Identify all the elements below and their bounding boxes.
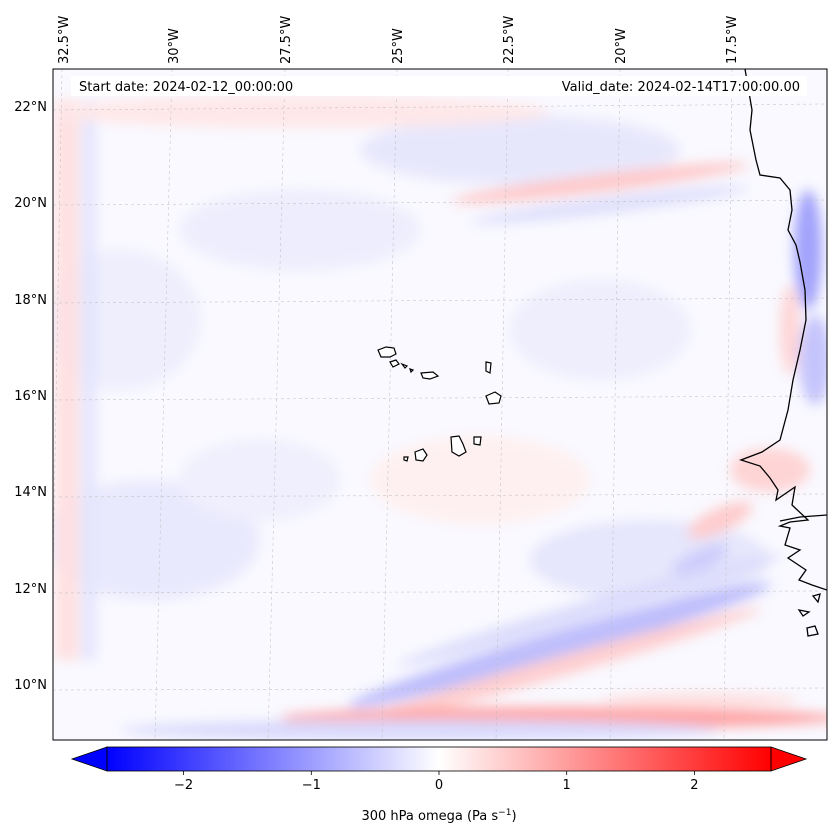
- lon-label: 17.5°W: [725, 16, 740, 64]
- colorbar-tick-label: 2: [690, 778, 698, 793]
- lon-label: 22.5°W: [502, 16, 517, 64]
- lon-label: 27.5°W: [279, 16, 294, 64]
- graticule: [53, 69, 827, 740]
- colorbar-label: 300 hPa omega (Pa s−1): [361, 808, 516, 824]
- longitude-labels: 32.5°W 30°W 27.5°W 25°W 22.5°W 20°W 17.5…: [57, 16, 740, 64]
- colorbar-tick-label: −2: [174, 778, 193, 793]
- latitude-labels: 22°N 20°N 18°N 16°N 14°N 12°N 10°N: [14, 100, 47, 693]
- lon-label: 25°W: [391, 28, 406, 64]
- colorbar-max-extend-arrow: [770, 746, 808, 772]
- colorbar-ticks: −2 −1 0 1 2: [174, 771, 699, 793]
- lat-label: 18°N: [14, 293, 47, 308]
- lon-label: 32.5°W: [57, 16, 72, 64]
- cape-verde-islands: [377, 346, 502, 462]
- lat-label: 16°N: [14, 389, 47, 404]
- map-frame: [52, 68, 828, 741]
- lat-label: 14°N: [14, 485, 47, 500]
- colorbar-body: [107, 747, 771, 771]
- colorbar-tick-label: 0: [435, 778, 443, 793]
- colorbar-tick-label: −1: [302, 778, 321, 793]
- start-date: Start date: 2024-02-12_00:00:00: [79, 80, 293, 95]
- colorbar-tick-label: 1: [563, 778, 571, 793]
- header-banner: [71, 76, 807, 96]
- west-africa-coastline: [739, 69, 827, 637]
- lat-label: 20°N: [14, 196, 47, 211]
- valid-date: Valid_date: 2024-02-14T17:00:00.00: [562, 80, 800, 95]
- lat-label: 12°N: [14, 582, 47, 597]
- lat-label: 10°N: [14, 678, 47, 693]
- omega-field: [53, 69, 827, 740]
- colorbar-min-extend-arrow: [70, 746, 108, 772]
- lon-label: 20°W: [614, 28, 629, 64]
- lat-label: 22°N: [14, 100, 47, 115]
- colorbar: −2 −1 0 1 2 300 hPa omega (Pa s−1): [70, 746, 808, 824]
- lon-label: 30°W: [167, 28, 182, 64]
